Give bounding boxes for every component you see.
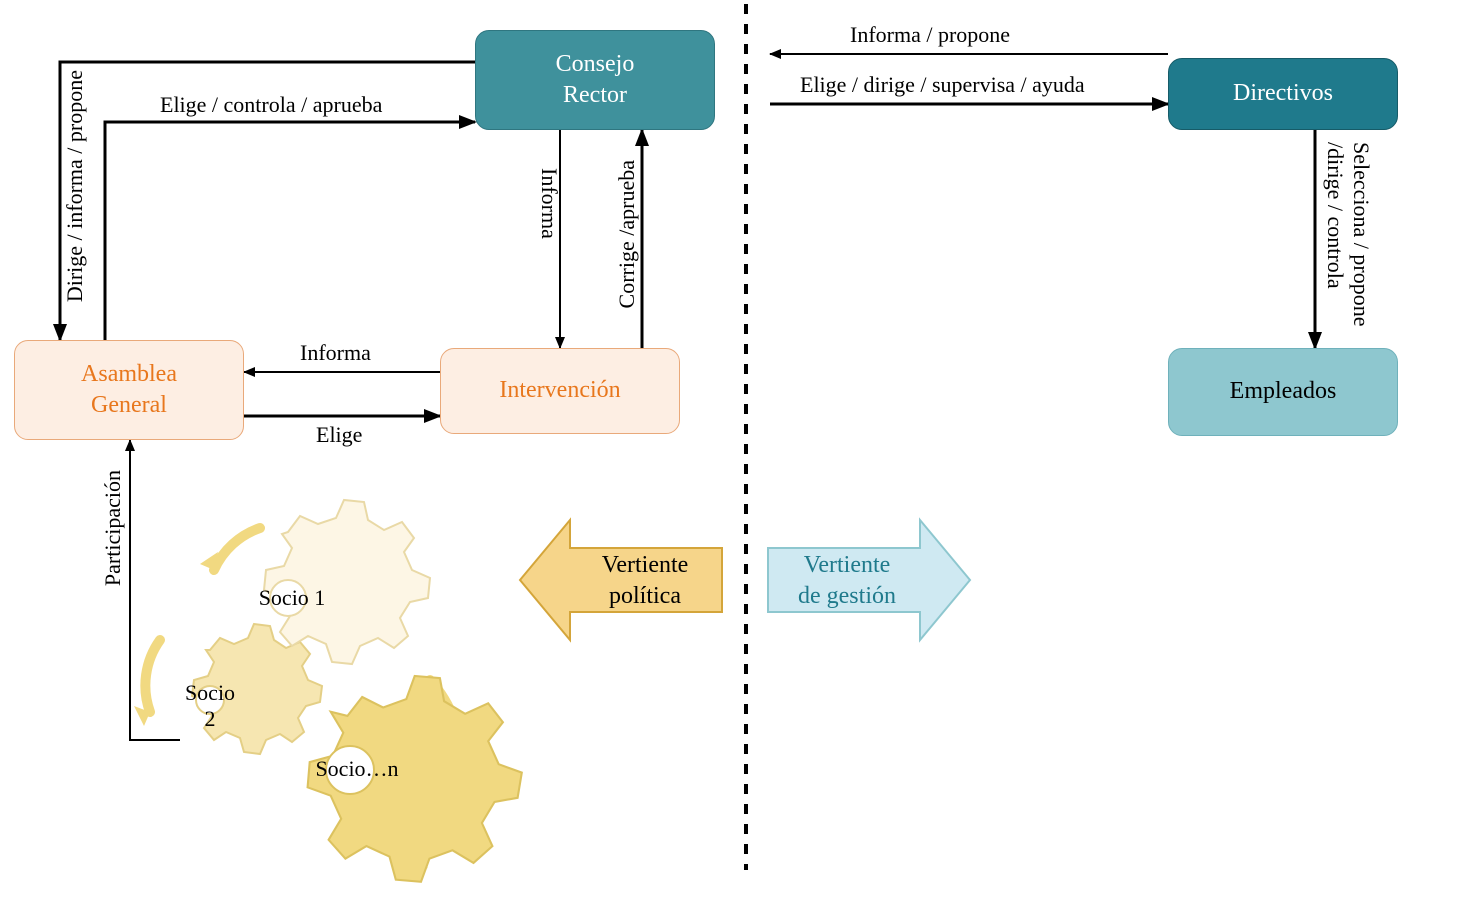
edge-socios-asamblea [130,440,180,740]
socio2-line1: Socio [185,680,235,705]
node-consejo-rector: Consejo Rector [475,30,715,130]
edge-asamblea-consejo [105,122,475,340]
node-directivos: Directivos [1168,58,1398,130]
node-intervencion: Intervención [440,348,680,434]
label-informa-propone: Informa / propone [850,22,1010,48]
label-socion: Socio…n [302,756,412,782]
label-socio2: Socio 2 [180,680,240,732]
label-elige-controla-aprueba: Elige / controla / aprueba [160,92,382,118]
label-asamblea-elige: Elige [316,422,362,448]
gestion-line2: de gestión [798,583,896,609]
label-corrige-aprueba: Corrige /aprueba [614,160,640,308]
node-empleados: Empleados [1168,348,1398,436]
label-vertiente-politica: Vertiente política [570,550,720,612]
gear-socio1 [264,500,430,664]
node-empleados-label: Empleados [1230,376,1337,407]
label-participacion: Participación [100,470,126,586]
label-consejo-informa-intervencion: Informa [536,168,562,239]
node-intervencion-label: Intervención [499,375,620,406]
node-directivos-label: Directivos [1233,78,1333,109]
socio2-line2: 2 [205,706,216,731]
politica-line1: Vertiente [602,552,689,578]
label-intervencion-informa: Informa [300,340,371,366]
gestion-line1: Vertiente [804,552,891,578]
label-vertiente-gestion: Vertiente de gestión [772,550,922,612]
node-asamblea-general: Asamblea General [14,340,244,440]
politica-line2: política [609,583,681,609]
node-asamblea-line1: Asamblea [81,359,177,390]
node-consejo-line1: Consejo [556,49,635,80]
node-asamblea-line2: General [91,390,167,421]
label-elige-dirige-supervisa: Elige / dirige / supervisa / ayuda [800,72,1085,98]
label-dirige-informa-propone: Dirige / informa / propone [62,70,88,302]
node-consejo-line2: Rector [563,80,627,111]
label-socio1: Socio 1 [252,585,332,611]
diagram-svg [0,0,1478,907]
label-selecciona-propone: Selecciona / propone /dirige / controla [1322,142,1374,342]
